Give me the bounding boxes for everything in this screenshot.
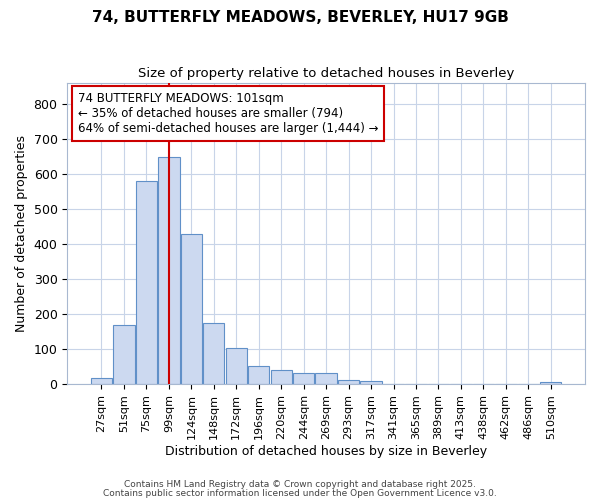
Bar — [226, 348, 247, 384]
Text: 74 BUTTERFLY MEADOWS: 101sqm
← 35% of detached houses are smaller (794)
64% of s: 74 BUTTERFLY MEADOWS: 101sqm ← 35% of de… — [77, 92, 378, 135]
Bar — [158, 156, 179, 384]
Bar — [338, 380, 359, 384]
Text: 74, BUTTERFLY MEADOWS, BEVERLEY, HU17 9GB: 74, BUTTERFLY MEADOWS, BEVERLEY, HU17 9G… — [92, 10, 508, 25]
Bar — [248, 366, 269, 384]
Bar — [361, 380, 382, 384]
Text: Contains HM Land Registry data © Crown copyright and database right 2025.: Contains HM Land Registry data © Crown c… — [124, 480, 476, 489]
Bar — [540, 382, 562, 384]
Bar — [136, 181, 157, 384]
Bar — [316, 372, 337, 384]
Bar — [181, 234, 202, 384]
Bar — [113, 326, 134, 384]
Text: Contains public sector information licensed under the Open Government Licence v3: Contains public sector information licen… — [103, 488, 497, 498]
Title: Size of property relative to detached houses in Beverley: Size of property relative to detached ho… — [138, 68, 514, 80]
X-axis label: Distribution of detached houses by size in Beverley: Distribution of detached houses by size … — [165, 444, 487, 458]
Bar — [293, 372, 314, 384]
Bar — [91, 378, 112, 384]
Bar — [271, 370, 292, 384]
Y-axis label: Number of detached properties: Number of detached properties — [15, 135, 28, 332]
Bar — [203, 323, 224, 384]
